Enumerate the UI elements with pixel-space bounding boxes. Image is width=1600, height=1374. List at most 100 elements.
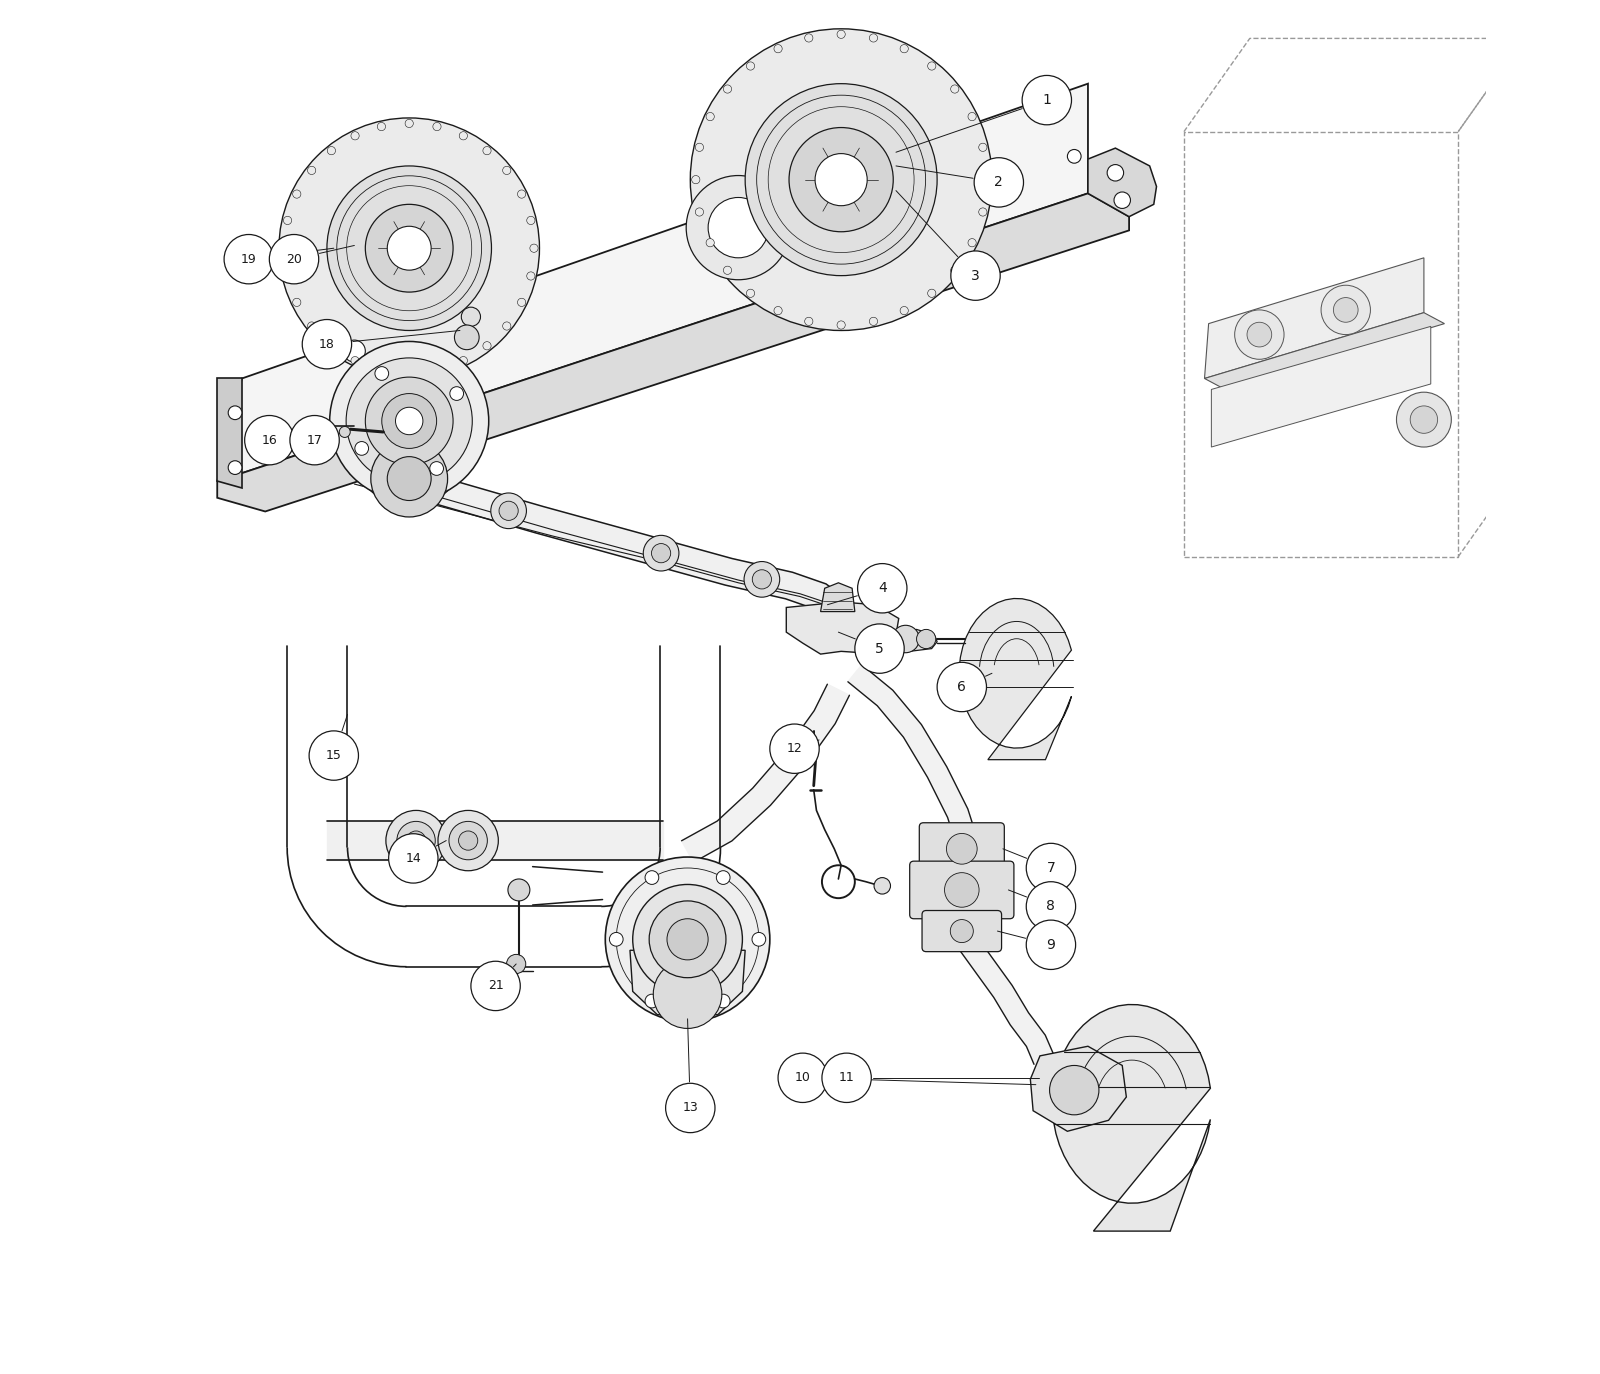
- Polygon shape: [1205, 313, 1445, 389]
- Circle shape: [605, 857, 770, 1022]
- Circle shape: [974, 158, 1024, 207]
- Text: 13: 13: [683, 1102, 698, 1114]
- Circle shape: [1114, 192, 1131, 209]
- Circle shape: [706, 239, 714, 247]
- Circle shape: [387, 456, 430, 500]
- Circle shape: [805, 317, 813, 326]
- Circle shape: [770, 724, 819, 774]
- Circle shape: [928, 289, 936, 297]
- Circle shape: [229, 460, 242, 474]
- Text: 15: 15: [326, 749, 342, 763]
- Circle shape: [502, 166, 510, 174]
- Circle shape: [1333, 298, 1358, 323]
- Circle shape: [814, 154, 867, 206]
- Circle shape: [328, 342, 336, 350]
- Circle shape: [365, 376, 453, 464]
- Circle shape: [387, 227, 430, 271]
- Circle shape: [1410, 405, 1438, 433]
- Circle shape: [386, 811, 446, 871]
- Circle shape: [706, 113, 714, 121]
- Circle shape: [517, 190, 526, 198]
- Polygon shape: [1053, 1004, 1210, 1231]
- Circle shape: [395, 407, 422, 434]
- Text: 21: 21: [488, 980, 504, 992]
- Circle shape: [278, 118, 539, 378]
- Circle shape: [344, 341, 365, 361]
- Circle shape: [461, 308, 480, 327]
- Circle shape: [968, 113, 976, 121]
- Circle shape: [526, 272, 534, 280]
- Circle shape: [355, 441, 368, 455]
- Circle shape: [854, 624, 904, 673]
- FancyBboxPatch shape: [922, 911, 1002, 952]
- Circle shape: [696, 207, 704, 216]
- Circle shape: [1322, 286, 1371, 335]
- Circle shape: [717, 995, 730, 1009]
- Circle shape: [968, 239, 976, 247]
- Circle shape: [517, 298, 526, 306]
- Circle shape: [789, 128, 893, 232]
- Circle shape: [950, 251, 1000, 301]
- Circle shape: [293, 190, 301, 198]
- Polygon shape: [354, 434, 464, 500]
- Circle shape: [950, 919, 973, 943]
- Circle shape: [651, 544, 670, 563]
- Circle shape: [950, 267, 958, 275]
- Circle shape: [307, 322, 315, 330]
- Circle shape: [1397, 392, 1451, 447]
- Polygon shape: [218, 84, 1088, 481]
- Text: 2: 2: [995, 176, 1003, 190]
- Circle shape: [434, 365, 442, 374]
- Circle shape: [717, 871, 730, 885]
- Circle shape: [459, 356, 467, 364]
- Text: 8: 8: [1046, 900, 1056, 914]
- Circle shape: [530, 245, 538, 253]
- Circle shape: [650, 901, 726, 978]
- Polygon shape: [218, 194, 1130, 511]
- Text: 17: 17: [307, 434, 323, 447]
- Circle shape: [917, 629, 936, 649]
- Text: 9: 9: [1046, 938, 1056, 952]
- Circle shape: [405, 120, 413, 128]
- Circle shape: [483, 342, 491, 350]
- Circle shape: [1107, 165, 1123, 181]
- Polygon shape: [1211, 327, 1430, 447]
- Polygon shape: [786, 602, 899, 654]
- Circle shape: [290, 415, 339, 464]
- Circle shape: [1026, 844, 1075, 893]
- Polygon shape: [630, 951, 746, 1015]
- Circle shape: [350, 132, 358, 140]
- Circle shape: [1026, 921, 1075, 970]
- Circle shape: [326, 166, 491, 331]
- Polygon shape: [1088, 148, 1157, 217]
- Circle shape: [438, 811, 498, 871]
- Circle shape: [858, 563, 907, 613]
- Circle shape: [269, 235, 318, 284]
- Circle shape: [491, 493, 526, 529]
- Circle shape: [374, 367, 389, 381]
- Circle shape: [430, 462, 443, 475]
- Circle shape: [499, 502, 518, 521]
- Text: 20: 20: [286, 253, 302, 265]
- Circle shape: [643, 536, 678, 572]
- Circle shape: [378, 365, 386, 374]
- Circle shape: [382, 393, 437, 448]
- Text: 14: 14: [405, 852, 421, 864]
- Circle shape: [869, 317, 877, 326]
- Circle shape: [982, 176, 990, 184]
- FancyBboxPatch shape: [920, 823, 1005, 875]
- Polygon shape: [958, 936, 1054, 1065]
- Circle shape: [224, 235, 274, 284]
- Polygon shape: [848, 665, 978, 846]
- Circle shape: [746, 62, 755, 70]
- Circle shape: [744, 562, 779, 598]
- Circle shape: [346, 357, 472, 484]
- Circle shape: [280, 245, 288, 253]
- Circle shape: [245, 415, 294, 464]
- Text: 18: 18: [318, 338, 334, 350]
- Circle shape: [901, 44, 909, 52]
- Circle shape: [752, 570, 771, 589]
- Circle shape: [746, 84, 938, 276]
- Circle shape: [328, 147, 336, 155]
- Text: 4: 4: [878, 581, 886, 595]
